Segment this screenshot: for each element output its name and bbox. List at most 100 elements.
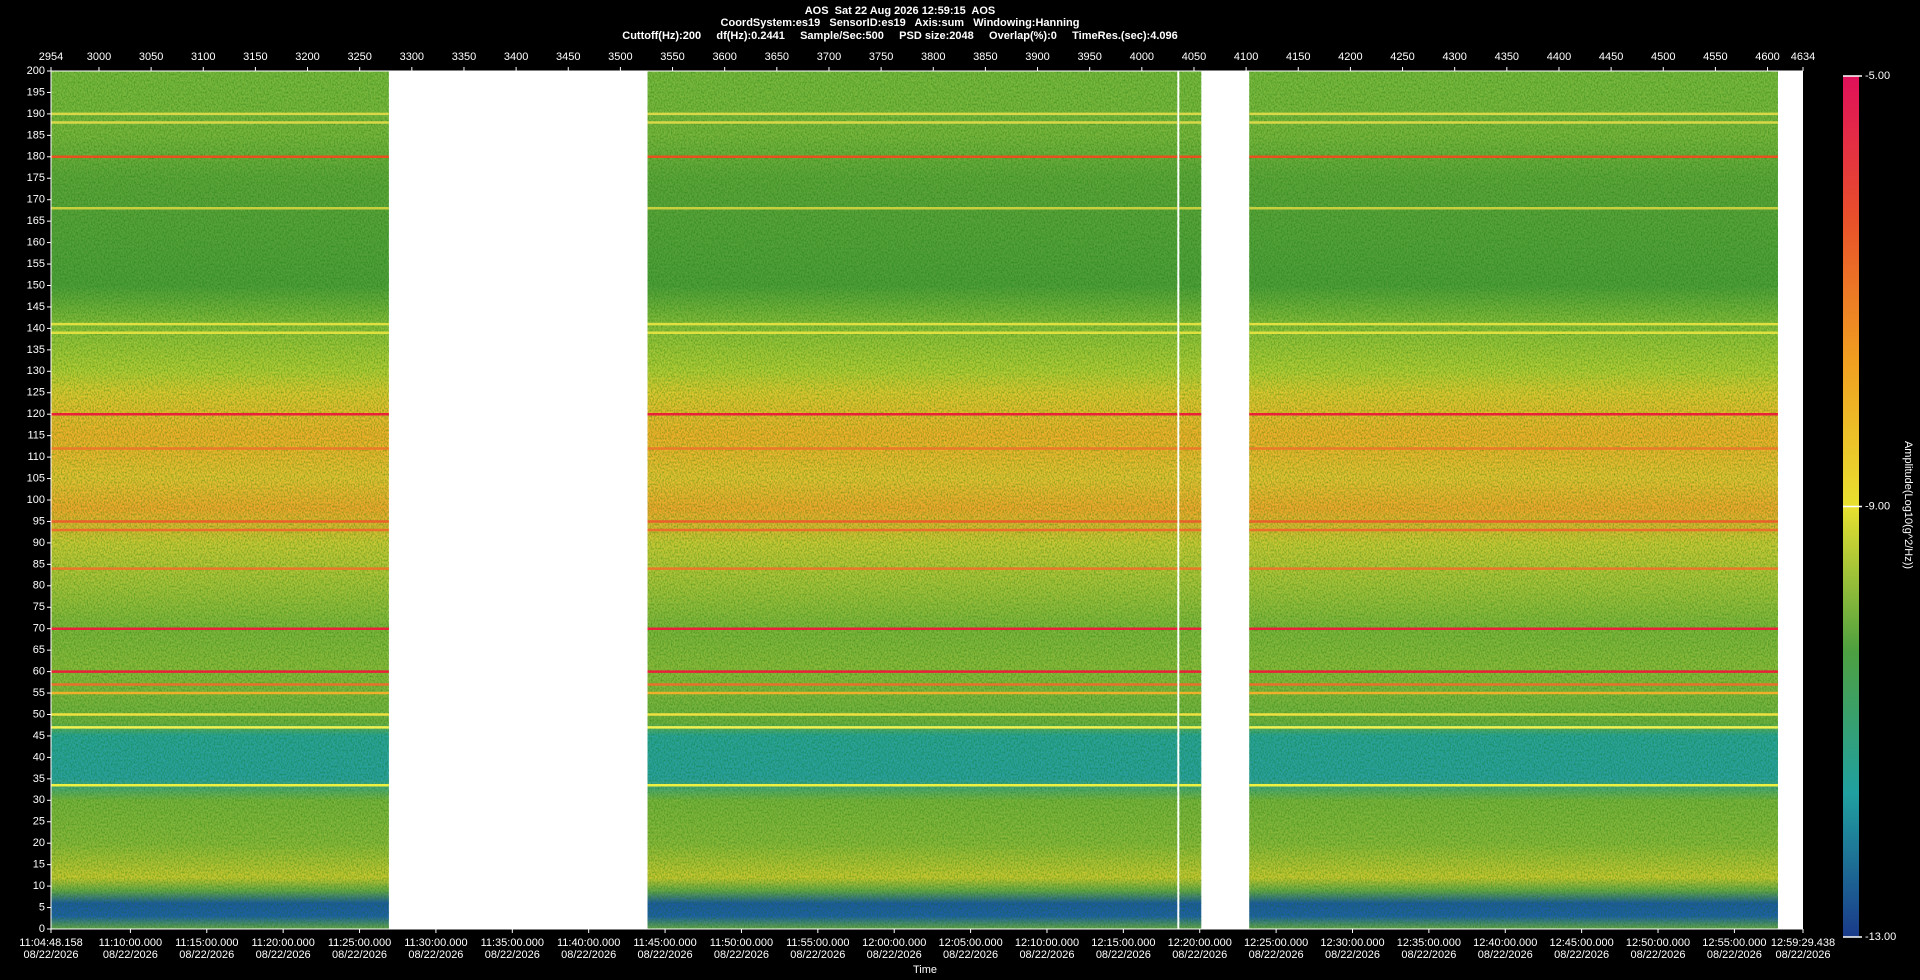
chart-title: AOS Sat 22 Aug 2026 12:59:15 AOS bbox=[805, 5, 996, 17]
y-tick-label: 90 bbox=[33, 537, 45, 549]
x-tick-label: 11:25:00.000 bbox=[328, 937, 391, 949]
x-tick-label: 12:25:00.000 bbox=[1244, 937, 1308, 949]
y-tick-label: 85 bbox=[33, 558, 45, 570]
x-tick-date: 08/22/2026 bbox=[561, 949, 616, 961]
y-tick-label: 170 bbox=[27, 194, 45, 206]
y-tick-label: 150 bbox=[27, 279, 45, 291]
spectrogram-noise bbox=[51, 71, 389, 929]
x2-tick-label: 3150 bbox=[243, 51, 267, 63]
x-tick-date: 08/22/2026 bbox=[1478, 949, 1533, 961]
y-tick-label: 135 bbox=[27, 344, 45, 356]
x-axis-label: Time bbox=[913, 964, 937, 976]
spectrogram-noise bbox=[1249, 71, 1778, 929]
colorbar-tick-label: -13.00 bbox=[1865, 931, 1896, 943]
x-tick-label: 12:40:00.000 bbox=[1473, 937, 1537, 949]
x2-tick-label: 4100 bbox=[1234, 51, 1258, 63]
x-tick-date: 08/22/2026 bbox=[1707, 949, 1762, 961]
y-tick-label: 200 bbox=[27, 65, 45, 77]
y-tick-label: 50 bbox=[33, 708, 45, 720]
x2-tick-label: 4400 bbox=[1547, 51, 1571, 63]
x-tick-date: 08/22/2026 bbox=[1775, 949, 1830, 961]
y-tick-label: 160 bbox=[27, 237, 45, 249]
y-tick-label: 70 bbox=[33, 623, 45, 635]
y-tick-label: 195 bbox=[27, 86, 45, 98]
x-tick-date: 08/22/2026 bbox=[1325, 949, 1380, 961]
y-tick-label: 115 bbox=[27, 430, 45, 442]
x-tick-date: 08/22/2026 bbox=[485, 949, 540, 961]
x-tick-label: 12:59:29.438 bbox=[1771, 937, 1835, 949]
x-tick-label: 11:50:00.000 bbox=[710, 937, 773, 949]
x-tick-label: 11:20:00.000 bbox=[251, 937, 314, 949]
x-tick-date: 08/22/2026 bbox=[943, 949, 998, 961]
x2-tick-label: 4050 bbox=[1182, 51, 1206, 63]
x2-tick-label: 3350 bbox=[452, 51, 476, 63]
y-tick-label: 0 bbox=[39, 923, 45, 935]
y-tick-label: 140 bbox=[27, 322, 45, 334]
x-tick-label: 11:30:00.000 bbox=[404, 937, 467, 949]
y-tick-label: 75 bbox=[33, 601, 45, 613]
x-tick-date: 08/22/2026 bbox=[1019, 949, 1074, 961]
y-tick-label: 55 bbox=[33, 687, 45, 699]
x-tick-date: 08/22/2026 bbox=[179, 949, 234, 961]
y-tick-label: 190 bbox=[27, 108, 45, 120]
colorbar-label: Amplitude(Log10(g^2/Hz)) bbox=[1902, 441, 1914, 569]
x-tick-label: 11:45:00.000 bbox=[633, 937, 696, 949]
x2-tick-label: 3600 bbox=[712, 51, 736, 63]
chart-subtitle: Cuttoff(Hz):200 df(Hz):0.2441 Sample/Sec… bbox=[622, 30, 1178, 42]
x2-tick-label: 3250 bbox=[347, 51, 371, 63]
x2-tick-label: 3450 bbox=[556, 51, 580, 63]
x-tick-date: 08/22/2026 bbox=[638, 949, 693, 961]
x2-tick-label: 2954 bbox=[39, 51, 63, 63]
x-tick-label: 11:04:48.158 bbox=[19, 937, 82, 949]
x-tick-label: 12:30:00.000 bbox=[1320, 937, 1384, 949]
x-tick-label: 12:15:00.000 bbox=[1091, 937, 1155, 949]
x-tick-date: 08/22/2026 bbox=[408, 949, 463, 961]
chart-subtitle: CoordSystem:es19 SensorID:es19 Axis:sum … bbox=[721, 17, 1080, 29]
y-tick-label: 15 bbox=[33, 859, 45, 871]
y-tick-label: 35 bbox=[33, 773, 45, 785]
x-tick-label: 11:40:00.000 bbox=[557, 937, 620, 949]
spectrogram-noise bbox=[647, 71, 1178, 929]
y-tick-label: 80 bbox=[33, 580, 45, 592]
x2-tick-label: 3300 bbox=[400, 51, 424, 63]
y-tick-label: 20 bbox=[33, 837, 45, 849]
y-tick-label: 30 bbox=[33, 794, 45, 806]
y-tick-label: 105 bbox=[27, 472, 45, 484]
x2-tick-label: 4550 bbox=[1703, 51, 1727, 63]
x-tick-date: 08/22/2026 bbox=[103, 949, 158, 961]
x-tick-date: 08/22/2026 bbox=[1172, 949, 1227, 961]
x2-tick-label: 3900 bbox=[1025, 51, 1049, 63]
x-tick-date: 08/22/2026 bbox=[332, 949, 387, 961]
x-tick-date: 08/22/2026 bbox=[867, 949, 922, 961]
colorbar-tick-label: -9.00 bbox=[1865, 500, 1890, 512]
x-tick-label: 11:35:00.000 bbox=[481, 937, 544, 949]
x-tick-label: 12:05:00.000 bbox=[938, 937, 1002, 949]
x2-tick-label: 3700 bbox=[817, 51, 841, 63]
y-tick-label: 180 bbox=[27, 151, 45, 163]
x-tick-label: 12:45:00.000 bbox=[1550, 937, 1614, 949]
x-tick-label: 12:00:00.000 bbox=[862, 937, 926, 949]
x2-tick-label: 3050 bbox=[139, 51, 163, 63]
x2-tick-label: 4500 bbox=[1651, 51, 1675, 63]
x2-tick-label: 3850 bbox=[973, 51, 997, 63]
x2-tick-label: 4450 bbox=[1599, 51, 1623, 63]
x2-tick-label: 3950 bbox=[1077, 51, 1101, 63]
x-tick-date: 08/22/2026 bbox=[1554, 949, 1609, 961]
x-tick-date: 08/22/2026 bbox=[1401, 949, 1456, 961]
x2-tick-label: 3100 bbox=[191, 51, 215, 63]
x2-tick-label: 4300 bbox=[1442, 51, 1466, 63]
x2-tick-label: 4250 bbox=[1390, 51, 1414, 63]
x2-tick-label: 3500 bbox=[608, 51, 632, 63]
y-tick-label: 110 bbox=[27, 451, 45, 463]
x2-tick-label: 3750 bbox=[869, 51, 893, 63]
x-tick-label: 11:15:00.000 bbox=[175, 937, 238, 949]
x-tick-date: 08/22/2026 bbox=[714, 949, 769, 961]
y-tick-label: 165 bbox=[27, 215, 45, 227]
x2-tick-label: 4200 bbox=[1338, 51, 1362, 63]
x2-tick-label: 4000 bbox=[1130, 51, 1154, 63]
colorbar-tick-label: -5.00 bbox=[1865, 70, 1890, 82]
x2-tick-label: 3000 bbox=[87, 51, 111, 63]
y-tick-label: 45 bbox=[33, 730, 45, 742]
spectrogram-noise bbox=[1179, 71, 1202, 929]
y-tick-label: 40 bbox=[33, 751, 45, 763]
